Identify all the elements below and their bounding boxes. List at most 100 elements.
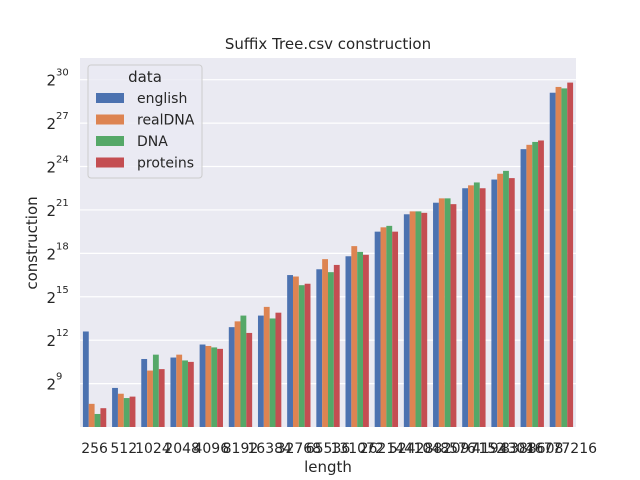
- bar-english-4194304: [491, 179, 498, 427]
- bar-realDNA-16777216: [555, 86, 562, 427]
- legend-swatch-realDNA: [96, 114, 124, 125]
- y-tick-labels: 2 92 122 152 182 212 242 272 30: [46, 68, 68, 394]
- legend-label-DNA: DNA: [137, 134, 168, 150]
- bar-english-65536: [316, 269, 323, 427]
- bar-DNA-256: [94, 413, 101, 427]
- x-tick-label: 2048: [164, 441, 200, 457]
- bar-english-2048: [170, 357, 177, 427]
- bar-DNA-8388608: [532, 141, 539, 427]
- y-tick-exponent: 21: [56, 198, 69, 209]
- legend-swatch-english: [96, 93, 124, 103]
- bar-english-1024: [141, 358, 148, 427]
- bar-english-32768: [287, 275, 293, 427]
- bar-proteins-16777216: [567, 82, 574, 427]
- y-tick-base: 2: [46, 202, 56, 220]
- bar-proteins-2048: [187, 361, 194, 427]
- y-axis-label: construction: [23, 196, 41, 289]
- bar-proteins-256: [100, 408, 107, 427]
- legend-label-realDNA: realDNA: [137, 113, 195, 129]
- x-tick-label: 1024: [135, 441, 171, 457]
- bar-proteins-4194304: [508, 178, 515, 427]
- bar-DNA-1024: [152, 354, 159, 427]
- bar-DNA-2048: [182, 360, 188, 427]
- y-tick-base: 2: [46, 245, 56, 263]
- bar-proteins-65536: [333, 264, 340, 427]
- x-tick-label: 16384: [247, 441, 292, 457]
- bar-realDNA-32768: [292, 276, 299, 427]
- bar-DNA-131072: [357, 251, 364, 427]
- bar-english-256: [82, 331, 89, 427]
- x-tick-label: 131072: [330, 441, 383, 457]
- bar-DNA-16384: [269, 318, 276, 427]
- bar-proteins-1048576: [450, 204, 457, 427]
- legend: data english realDNA DNA proteins: [87, 64, 203, 179]
- x-tick-label: 8192: [223, 441, 259, 457]
- bar-DNA-8192: [240, 315, 247, 427]
- x-tick-label: 524288: [389, 441, 442, 457]
- x-tick-label: 4194304: [472, 441, 534, 457]
- bar-DNA-512: [123, 398, 130, 427]
- y-tick-exponent: 27: [56, 111, 69, 122]
- legend-title: data: [128, 68, 162, 86]
- legend-label-english: english: [137, 91, 187, 107]
- bar-proteins-32768: [304, 283, 311, 427]
- x-tick-labels: 256 5121024204840968192163843276865536131…: [81, 441, 597, 457]
- bar-DNA-262144: [386, 225, 393, 427]
- bar-english-8192: [228, 327, 235, 427]
- bar-DNA-2097152: [473, 182, 480, 427]
- bar-realDNA-16384: [263, 306, 270, 427]
- bar-realDNA-2097152: [468, 185, 474, 427]
- x-tick-label: 1048576: [414, 441, 476, 457]
- bar-realDNA-65536: [322, 259, 328, 427]
- bar-english-8388608: [520, 149, 527, 427]
- x-tick-label: 262144: [360, 441, 414, 457]
- bar-realDNA-512: [117, 393, 124, 427]
- y-tick-exponent: 15: [56, 285, 69, 296]
- bar-english-512: [112, 387, 118, 427]
- legend-swatch-DNA: [96, 136, 124, 146]
- bar-realDNA-1048576: [438, 198, 445, 427]
- bar-english-16777216: [549, 92, 556, 427]
- bar-realDNA-262144: [380, 227, 387, 427]
- y-tick-base: 2: [46, 115, 56, 133]
- bar-DNA-65536: [328, 272, 334, 427]
- y-tick-exponent: 24: [56, 155, 69, 166]
- bar-realDNA-8388608: [526, 144, 533, 427]
- y-tick-base: 2: [46, 376, 56, 394]
- bar-DNA-4194304: [503, 170, 509, 427]
- bar-realDNA-256: [88, 403, 95, 427]
- bar-DNA-16777216: [561, 88, 568, 427]
- bar-proteins-8388608: [538, 140, 544, 428]
- y-tick-base: 2: [46, 159, 56, 177]
- bar-DNA-1048576: [444, 198, 451, 427]
- bar-english-16384: [257, 315, 264, 427]
- x-tick-label: 32768: [277, 441, 322, 457]
- x-tick-label: 2097152: [443, 441, 505, 457]
- y-tick-base: 2: [46, 289, 56, 307]
- y-tick-exponent: 9: [56, 372, 62, 383]
- bar-english-2097152: [462, 188, 469, 427]
- bar-realDNA-131072: [351, 246, 358, 427]
- y-tick-exponent: 30: [56, 68, 69, 79]
- legend-swatch-proteins: [96, 157, 124, 168]
- bar-realDNA-8192: [234, 321, 241, 427]
- bar-proteins-512: [129, 396, 136, 427]
- x-tick-label: 4096: [193, 441, 229, 457]
- x-tick-label: 512: [110, 441, 137, 457]
- chart-title: Suffix Tree.csv construction: [225, 35, 431, 53]
- x-axis-label: length: [304, 458, 352, 476]
- y-tick-base: 2: [46, 332, 56, 350]
- bar-DNA-32768: [298, 285, 305, 427]
- x-tick-label: 8388608: [501, 441, 563, 457]
- bars: [82, 82, 574, 428]
- x-tick-label: 256: [81, 441, 108, 457]
- bar-realDNA-2048: [176, 354, 183, 427]
- bar-DNA-524288: [415, 211, 422, 427]
- legend-items: english realDNA DNA proteins: [96, 91, 195, 172]
- bar-proteins-524288: [421, 212, 428, 427]
- bar-realDNA-4194304: [497, 173, 504, 427]
- y-tick-exponent: 12: [56, 328, 69, 339]
- bar-realDNA-524288: [409, 211, 416, 427]
- bar-english-1048576: [433, 202, 439, 427]
